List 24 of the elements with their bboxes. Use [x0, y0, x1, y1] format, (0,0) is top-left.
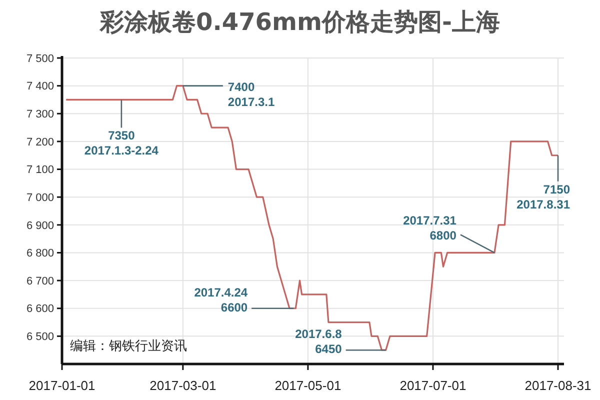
- y-tick-label: 6 900: [26, 220, 54, 232]
- y-tick-label: 6 700: [26, 275, 54, 288]
- annotation: 编辑：钢铁行业资讯: [70, 339, 187, 354]
- y-tick-label: 6 800: [26, 248, 54, 260]
- annotation: 2017.7.31 6800: [403, 214, 457, 243]
- chart-title: 彩涂板卷0.476mm价格走势图-上海: [99, 8, 500, 36]
- x-tick-label: 2017-08-31: [524, 378, 592, 393]
- annotation: 2017.6.8 6450: [295, 327, 342, 356]
- x-tick-label: 2017-01-01: [28, 378, 96, 393]
- annotation: 7350 2017.1.3-2.24: [84, 128, 159, 158]
- y-tick-label: 7 200: [26, 136, 54, 148]
- y-tick-label: 7 500: [26, 52, 54, 65]
- y-tick-label: 7 100: [26, 164, 54, 176]
- annotation: 7150 2017.8.31: [516, 182, 570, 212]
- y-tick-label: 6 500: [26, 331, 54, 344]
- y-tick-label: 7 400: [26, 80, 54, 93]
- y-tick-label: 7 300: [26, 108, 54, 120]
- x-tick-label: 2017-03-01: [150, 378, 216, 393]
- y-tick-label: 7 000: [26, 192, 54, 204]
- x-tick-label: 2017-05-01: [274, 378, 342, 393]
- x-tick-label: 2017-07-01: [400, 378, 466, 393]
- annotation: 7400 2017.3.1: [228, 80, 275, 109]
- annotation: 2017.4.24 6600: [194, 285, 248, 314]
- y-tick-label: 6 600: [26, 303, 54, 316]
